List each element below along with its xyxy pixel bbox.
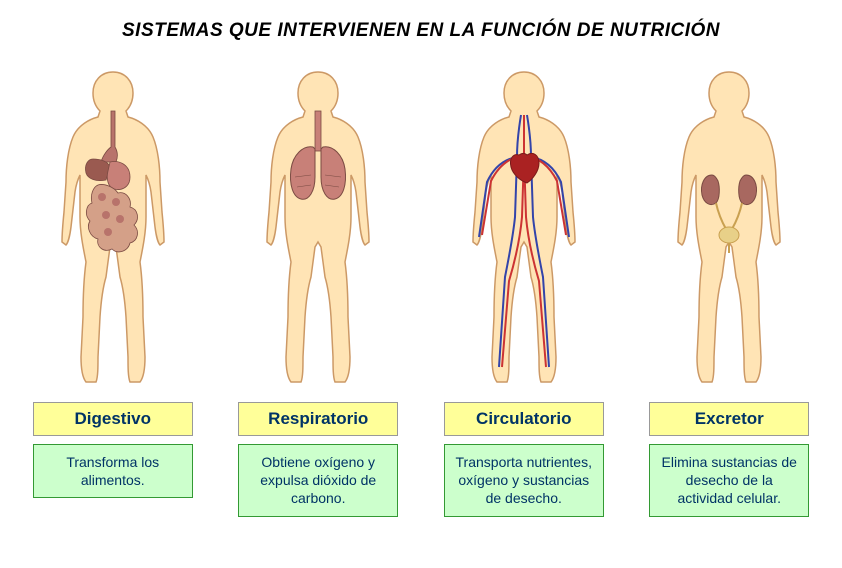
system-desc-excretor: Elimina sustancias de desecho de la acti… — [649, 444, 809, 517]
body-figure-circulatorio — [449, 67, 599, 387]
system-desc-circulatorio: Transporta nutrientes, oxígeno y sustanc… — [444, 444, 604, 517]
system-digestivo: Digestivo Transforma los alimentos. — [18, 67, 208, 517]
page-title: SISTEMAS QUE INTERVIENEN EN LA FUNCIÓN D… — [15, 20, 827, 42]
body-figure-digestivo — [38, 67, 188, 387]
system-desc-respiratorio: Obtiene oxígeno y expulsa dióxido de car… — [238, 444, 398, 517]
system-excretor: Excretor Elimina sustancias de desecho d… — [634, 67, 824, 517]
system-name-excretor: Excretor — [649, 402, 809, 436]
body-figure-excretor — [654, 67, 804, 387]
body-figure-respiratorio — [243, 67, 393, 387]
system-circulatorio: Circulatorio Transporta nutrientes, oxíg… — [429, 67, 619, 517]
system-name-digestivo: Digestivo — [33, 402, 193, 436]
system-respiratorio: Respiratorio Obtiene oxígeno y expulsa d… — [223, 67, 413, 517]
system-desc-digestivo: Transforma los alimentos. — [33, 444, 193, 498]
system-name-circulatorio: Circulatorio — [444, 402, 604, 436]
systems-row: Digestivo Transforma los alimentos. Resp… — [15, 67, 827, 517]
system-name-respiratorio: Respiratorio — [238, 402, 398, 436]
